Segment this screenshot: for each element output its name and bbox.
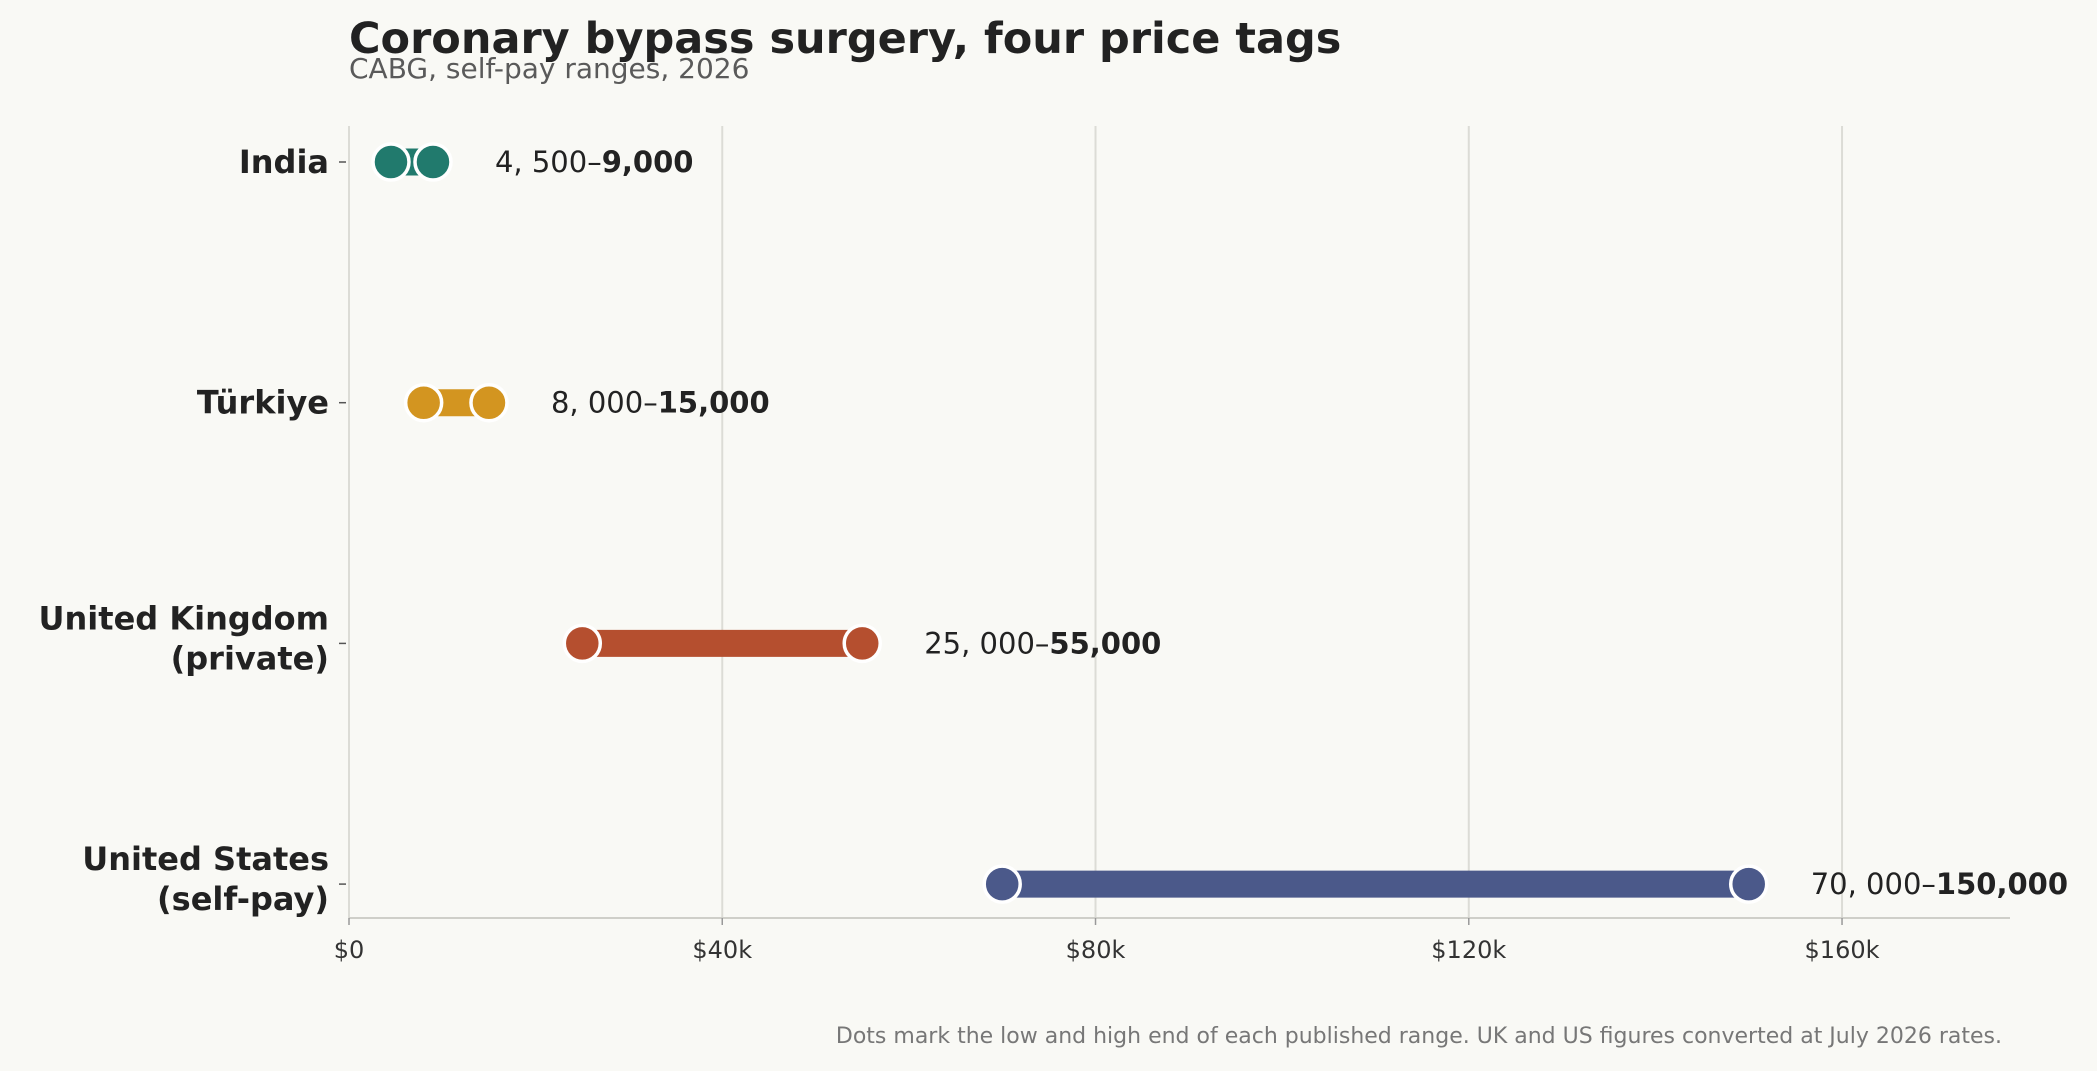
range-label-high: 55,000 bbox=[1049, 626, 1161, 660]
x-tick-label: $80k bbox=[1066, 936, 1126, 964]
range-label-low: 4, 500– bbox=[495, 145, 602, 179]
y-category-label-line: Türkiye bbox=[197, 384, 329, 422]
y-category-label-line: United Kingdom bbox=[39, 599, 329, 637]
high-point-dot bbox=[1728, 864, 1769, 904]
x-tick-label: $120k bbox=[1431, 936, 1506, 964]
range-label: 8, 000–15,000 bbox=[551, 386, 770, 420]
x-tick-label: $0 bbox=[334, 936, 365, 964]
y-category-label-line: India bbox=[239, 143, 329, 181]
low-point-dot bbox=[982, 864, 1022, 904]
chart-footnote: Dots mark the low and high end of each p… bbox=[835, 1024, 2002, 1049]
low-point-dot bbox=[562, 623, 603, 664]
y-category-label-line: (private) bbox=[171, 639, 329, 677]
range-label: 70, 000–150,000 bbox=[1811, 867, 2068, 901]
y-category-label: Türkiye bbox=[197, 384, 329, 422]
x-tick-label: $160k bbox=[1805, 936, 1880, 964]
y-category-label: United Kingdom (private) bbox=[39, 599, 329, 677]
y-category-label-line: (self-pay) bbox=[157, 880, 329, 918]
y-category-label: United States (self-pay) bbox=[82, 840, 329, 918]
high-point-dot bbox=[842, 623, 882, 664]
y-category-label-line: United States bbox=[82, 840, 329, 878]
low-point-dot bbox=[371, 142, 411, 182]
high-point-dot bbox=[469, 382, 509, 423]
x-tick-label: $40k bbox=[692, 936, 752, 964]
chart-subtitle: CABG, self-pay ranges, 2026 bbox=[349, 52, 750, 85]
range-label-low: 70, 000– bbox=[1811, 867, 1936, 901]
range-label: 25, 000–55,000 bbox=[924, 626, 1161, 660]
range-label-low: 25, 000– bbox=[924, 626, 1049, 660]
low-point-dot bbox=[403, 382, 444, 423]
range-label-low: 8, 000– bbox=[551, 386, 658, 420]
chart-title: Coronary bypass surgery, four price tags bbox=[349, 14, 1342, 64]
range-label-high: 15,000 bbox=[658, 386, 770, 420]
range-label: 4, 500–9,000 bbox=[495, 145, 693, 179]
range-label-high: 150,000 bbox=[1936, 867, 2068, 901]
y-category-label: India bbox=[239, 143, 329, 181]
high-point-dot bbox=[413, 142, 453, 182]
range-label-high: 9,000 bbox=[602, 145, 694, 179]
